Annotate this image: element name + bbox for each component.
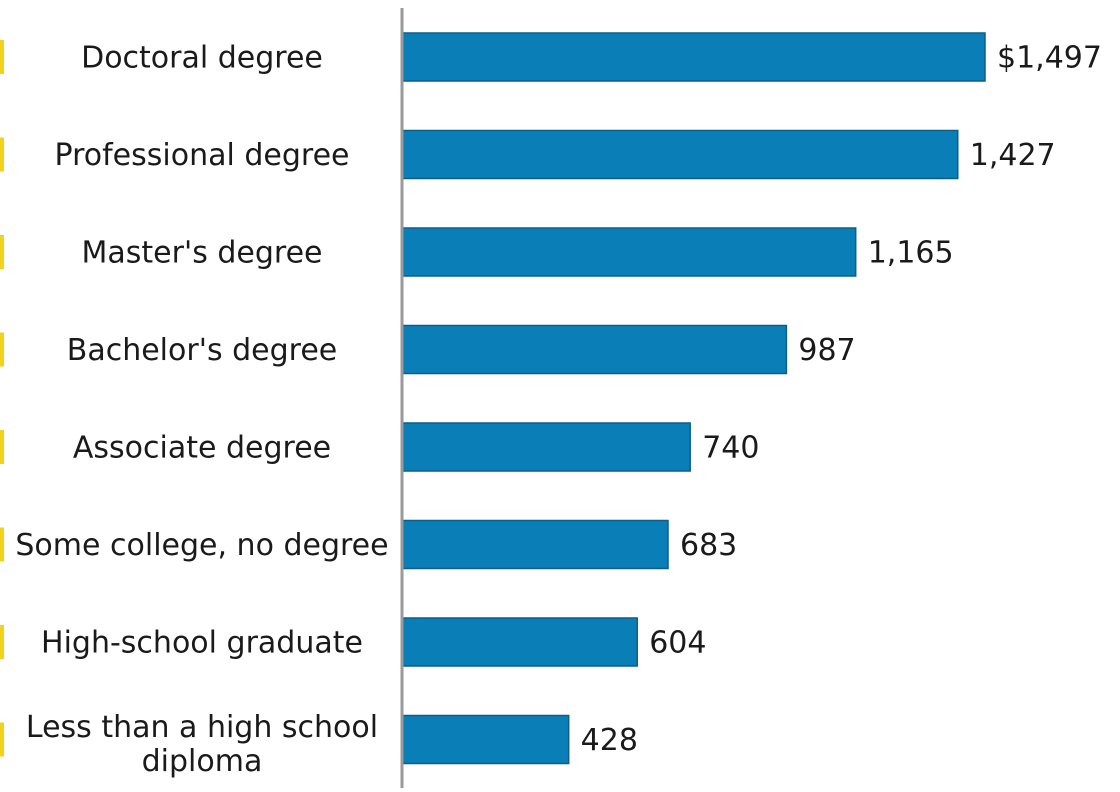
left-accent-tick	[0, 332, 4, 367]
category-label-0: Doctoral degree	[81, 41, 323, 76]
bar-0	[401, 32, 986, 82]
bar-3	[401, 324, 788, 375]
bar-4	[401, 422, 691, 472]
bar-7	[401, 714, 570, 765]
left-accent-tick	[0, 430, 4, 464]
bar-5	[401, 519, 669, 570]
category-label-7: Less than a high school diploma	[26, 710, 378, 779]
left-accent-tick	[0, 137, 4, 172]
category-label-1: Professional degree	[55, 138, 350, 173]
left-accent-tick	[0, 40, 4, 74]
value-label-2: 1,165	[868, 236, 954, 271]
value-label-6: 604	[649, 626, 706, 661]
left-accent-tick	[0, 527, 4, 562]
category-label-6: High-school graduate	[41, 626, 363, 661]
value-label-1: 1,427	[970, 138, 1056, 173]
value-label-5: 683	[680, 528, 737, 563]
category-label-5: Some college, no degree	[15, 528, 388, 563]
value-label-0: $1,497	[997, 41, 1102, 76]
category-label-3: Bachelor's degree	[67, 333, 338, 368]
left-accent-tick	[0, 625, 4, 659]
left-accent-tick	[0, 235, 4, 269]
bar-2	[401, 227, 857, 277]
bar-1	[401, 129, 959, 180]
value-label-3: 987	[798, 333, 855, 368]
left-accent-tick	[0, 722, 4, 757]
value-label-4: 740	[702, 431, 759, 466]
bar-6	[401, 617, 638, 667]
value-label-7: 428	[581, 723, 638, 758]
category-label-2: Master's degree	[82, 236, 323, 271]
category-label-4: Associate degree	[73, 431, 331, 466]
